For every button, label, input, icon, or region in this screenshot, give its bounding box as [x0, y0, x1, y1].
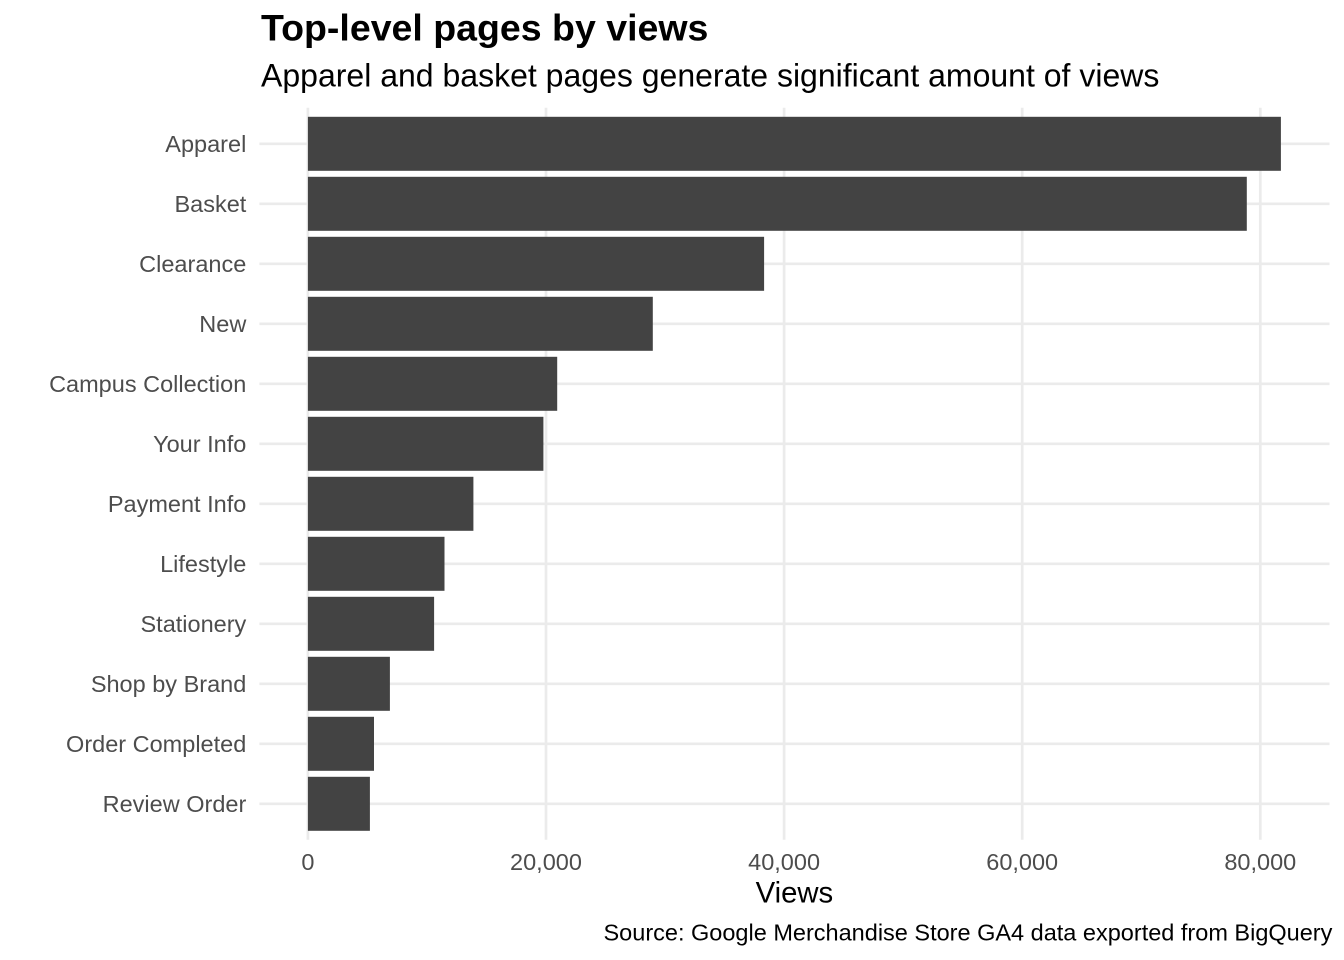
- svg-text:80,000: 80,000: [1224, 849, 1296, 875]
- svg-text:0: 0: [301, 849, 314, 875]
- svg-text:New: New: [199, 311, 247, 337]
- svg-text:Lifestyle: Lifestyle: [160, 551, 246, 577]
- svg-text:Shop by Brand: Shop by Brand: [91, 671, 246, 697]
- svg-text:20,000: 20,000: [510, 849, 582, 875]
- svg-text:Payment Info: Payment Info: [108, 491, 246, 517]
- svg-text:Source: Google Merchandise Sto: Source: Google Merchandise Store GA4 dat…: [604, 920, 1333, 946]
- svg-text:Apparel: Apparel: [165, 131, 246, 157]
- svg-text:Campus Collection: Campus Collection: [49, 371, 246, 397]
- svg-text:Clearance: Clearance: [139, 251, 246, 277]
- svg-text:Apparel and basket pages gener: Apparel and basket pages generate signif…: [261, 57, 1159, 93]
- svg-text:Views: Views: [756, 877, 834, 910]
- svg-text:40,000: 40,000: [748, 849, 820, 875]
- svg-text:Basket: Basket: [174, 191, 246, 217]
- svg-text:Review Order: Review Order: [103, 791, 247, 817]
- svg-text:Order Completed: Order Completed: [66, 731, 246, 757]
- svg-text:60,000: 60,000: [986, 849, 1058, 875]
- svg-text:Stationery: Stationery: [140, 611, 246, 637]
- svg-text:Top-level pages by views: Top-level pages by views: [261, 7, 708, 49]
- svg-text:Your Info: Your Info: [153, 431, 246, 457]
